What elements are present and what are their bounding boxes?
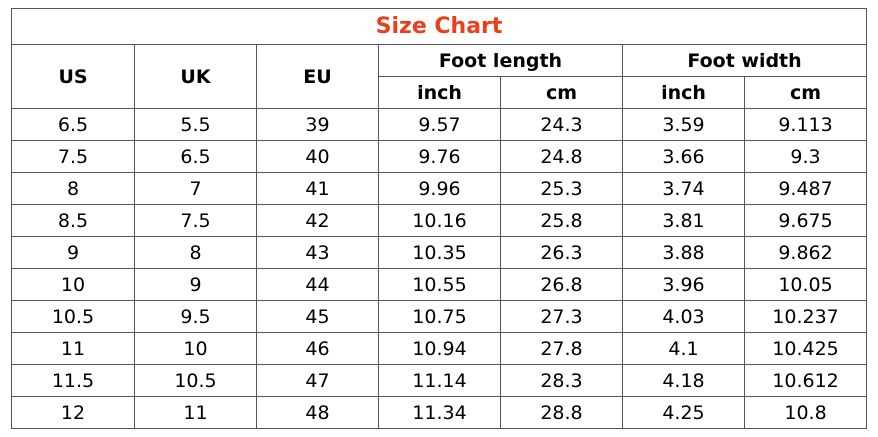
- data-cell: 10.237: [743, 300, 868, 333]
- data-cell: 4.25: [622, 396, 745, 429]
- data-cell: 9.3: [743, 140, 868, 173]
- data-cell: 27.3: [500, 300, 623, 333]
- data-cell: 25.3: [500, 172, 623, 205]
- data-cell: 48: [256, 396, 379, 429]
- data-cell: 10: [134, 332, 257, 365]
- data-cell: 45: [256, 300, 379, 333]
- data-cell: 10.55: [378, 268, 501, 301]
- column-header: EU: [256, 44, 379, 109]
- group-header: Foot length: [378, 44, 623, 77]
- data-cell: 11.34: [378, 396, 501, 429]
- data-cell: 24.8: [500, 140, 623, 173]
- data-cell: 11.5: [11, 364, 135, 397]
- data-cell: 11: [134, 396, 257, 429]
- data-cell: 3.88: [622, 236, 745, 269]
- data-cell: 39: [256, 108, 379, 141]
- data-cell: 9.113: [743, 108, 868, 141]
- data-cell: 3.74: [622, 172, 745, 205]
- data-cell: 43: [256, 236, 379, 269]
- data-cell: 28.3: [500, 364, 623, 397]
- size-chart-table: Size Chart US UK EU Foot length Foot width inc…: [10, 8, 868, 429]
- data-cell: 9: [11, 236, 135, 269]
- data-row: 9 8 43 10.35 26.3 3.88 9.862: [11, 236, 868, 269]
- data-cell: 3.81: [622, 204, 745, 237]
- data-cell: 41: [256, 172, 379, 205]
- data-cell: 6.5: [11, 108, 135, 141]
- data-cell: 10: [11, 268, 135, 301]
- data-cell: 4.03: [622, 300, 745, 333]
- data-cell: 47: [256, 364, 379, 397]
- data-cell: 9.57: [378, 108, 501, 141]
- data-cell: 9.76: [378, 140, 501, 173]
- data-row: 10.5 9.5 45 10.75 27.3 4.03 10.237: [11, 300, 868, 333]
- data-cell: 11.14: [378, 364, 501, 397]
- data-cell: 26.8: [500, 268, 623, 301]
- data-cell: 42: [256, 204, 379, 237]
- data-cell: 10.8: [743, 396, 868, 429]
- data-cell: 10.75: [378, 300, 501, 333]
- data-cell: 40: [256, 140, 379, 173]
- data-cell: 10.5: [134, 364, 257, 397]
- data-cell: 8: [11, 172, 135, 205]
- data-cell: 12: [11, 396, 135, 429]
- data-cell: 5.5: [134, 108, 257, 141]
- data-cell: 7: [134, 172, 257, 205]
- data-cell: 10.35: [378, 236, 501, 269]
- data-row: 7.5 6.5 40 9.76 24.8 3.66 9.3: [11, 140, 868, 173]
- data-cell: 25.8: [500, 204, 623, 237]
- data-row: 6.5 5.5 39 9.57 24.3 3.59 9.113: [11, 108, 868, 141]
- unit-header: inch: [622, 76, 745, 109]
- data-cell: 10.425: [743, 332, 868, 365]
- data-cell: 9.862: [743, 236, 868, 269]
- data-cell: 26.3: [500, 236, 623, 269]
- data-row: 11 10 46 10.94 27.8 4.1 10.425: [11, 332, 868, 365]
- data-cell: 44: [256, 268, 379, 301]
- data-cell: 10.612: [743, 364, 868, 397]
- data-cell: 9: [134, 268, 257, 301]
- data-row: 10 9 44 10.55 26.8 3.96 10.05: [11, 268, 868, 301]
- data-cell: 9.675: [743, 204, 868, 237]
- data-cell: 8: [134, 236, 257, 269]
- data-cell: 10.05: [743, 268, 868, 301]
- data-cell: 3.66: [622, 140, 745, 173]
- data-cell: 46: [256, 332, 379, 365]
- column-header: UK: [134, 44, 257, 109]
- column-header: US: [11, 44, 135, 109]
- data-cell: 28.8: [500, 396, 623, 429]
- data-cell: 9.5: [134, 300, 257, 333]
- data-cell: 7.5: [134, 204, 257, 237]
- subheader-row: inch cm inch cm: [12, 76, 868, 109]
- unit-header: cm: [500, 76, 623, 109]
- data-row: 12 11 48 11.34 28.8 4.25 10.8: [11, 396, 868, 429]
- data-cell: 9.487: [743, 172, 868, 205]
- data-row: 11.5 10.5 47 11.14 28.3 4.18 10.612: [11, 364, 868, 397]
- unit-header: inch: [378, 76, 501, 109]
- data-row: 8 7 41 9.96 25.3 3.74 9.487: [11, 172, 868, 205]
- data-cell: 10.5: [11, 300, 135, 333]
- unit-header: cm: [743, 76, 868, 109]
- data-cell: 7.5: [11, 140, 135, 173]
- group-header: Foot width: [621, 44, 868, 77]
- table-title: Size Chart: [10, 8, 868, 45]
- data-cell: 27.8: [500, 332, 623, 365]
- header-row: US UK EU Foot length Foot width: [11, 44, 868, 109]
- data-cell: 11: [11, 332, 135, 365]
- data-cell: 3.59: [622, 108, 745, 141]
- data-row: 8.5 7.5 42 10.16 25.8 3.81 9.675: [11, 204, 868, 237]
- data-cell: 24.3: [500, 108, 623, 141]
- title-row: Size Chart: [10, 8, 868, 45]
- data-cell: 8.5: [11, 204, 135, 237]
- data-cell: 3.96: [622, 268, 745, 301]
- data-cell: 4.18: [622, 364, 745, 397]
- data-cell: 10.94: [378, 332, 501, 365]
- data-cell: 9.96: [378, 172, 501, 205]
- data-cell: 10.16: [378, 204, 501, 237]
- data-cell: 4.1: [622, 332, 745, 365]
- data-cell: 6.5: [134, 140, 257, 173]
